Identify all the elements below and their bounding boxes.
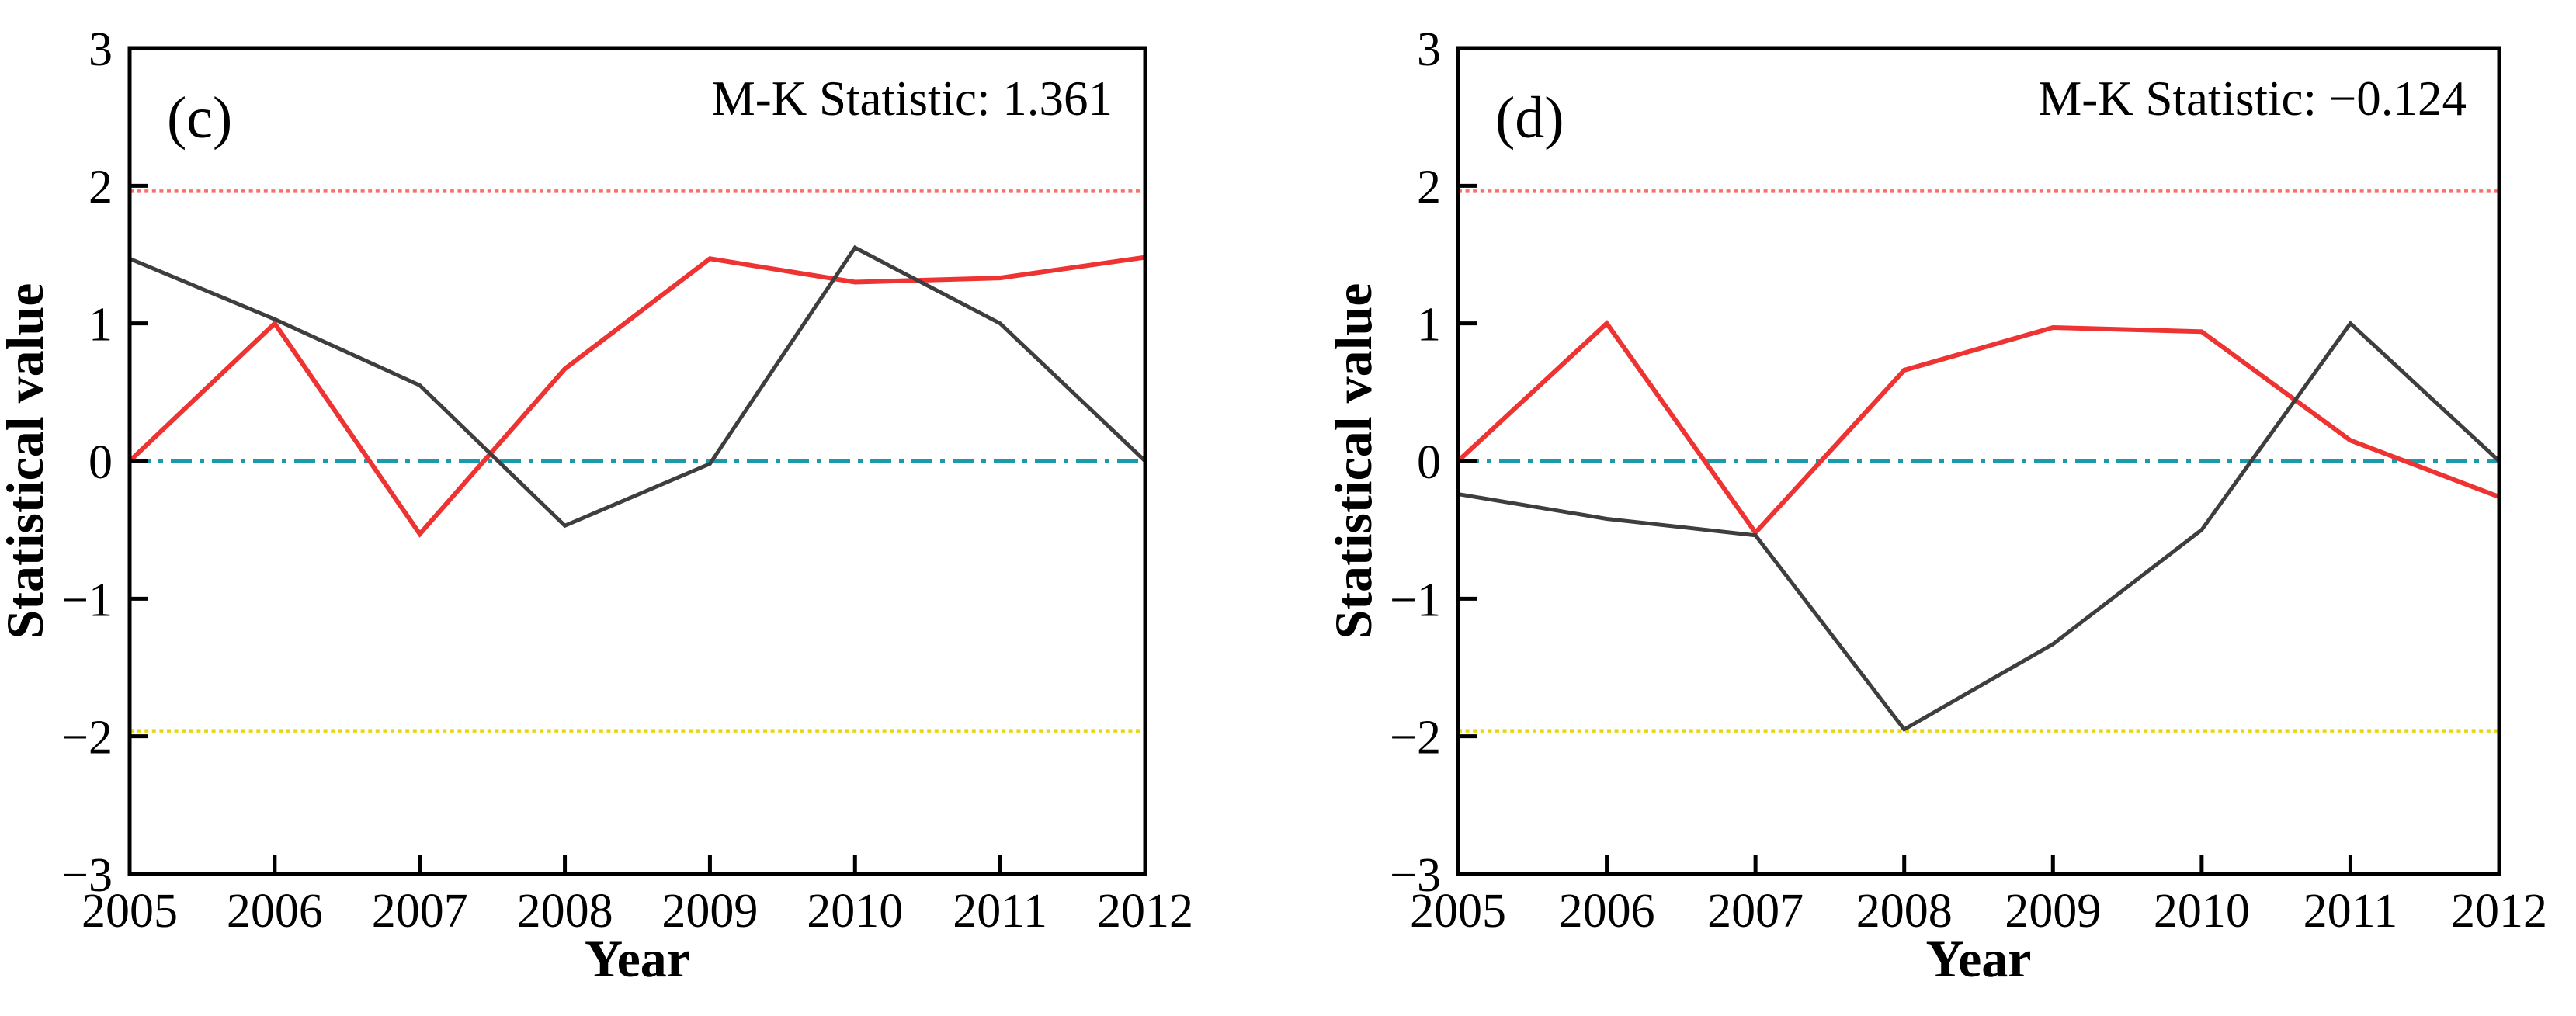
x-tick-label: 2006 [227, 885, 323, 938]
x-axis-title: Year [1926, 929, 2032, 988]
mk-statistic-annotation: M-K Statistic: −0.124 [2038, 71, 2467, 126]
y-tick-label: −2 [1390, 712, 1441, 765]
y-tick-label: 2 [89, 161, 113, 213]
black-statistic-curve [129, 244, 1147, 529]
x-tick-label: 2012 [1097, 885, 1193, 938]
panel-label: (d) [1495, 85, 1564, 151]
y-tick-label: 1 [1417, 299, 1441, 352]
y-tick-label: 1 [89, 299, 113, 352]
mk-statistic-annotation: M-K Statistic: 1.361 [712, 71, 1113, 126]
x-tick-label: 2011 [2303, 885, 2398, 938]
red-statistic-curve [1456, 320, 2501, 536]
x-tick-label: 2010 [2154, 885, 2250, 938]
y-axis-title: Statistical value [0, 283, 54, 640]
y-tick-label: 0 [89, 436, 113, 489]
red-statistic-curve [127, 255, 1146, 538]
y-tick-label: −1 [1390, 574, 1441, 626]
y-tick-label: −3 [61, 849, 113, 902]
y-tick-label: 0 [1417, 436, 1441, 489]
x-tick-label: 2008 [517, 885, 613, 938]
x-tick-label: 2007 [372, 885, 468, 938]
y-tick-label: 3 [89, 23, 113, 76]
black-statistic-curve [1457, 320, 2501, 733]
x-tick-label: 2005 [1410, 885, 1506, 938]
x-tick-label: 2006 [1559, 885, 1655, 938]
x-tick-label: 2012 [2451, 885, 2547, 938]
x-tick-label: 2008 [1856, 885, 1953, 938]
y-tick-label: 2 [1417, 161, 1441, 213]
x-tick-label: 2007 [1707, 885, 1804, 938]
y-axis-title: Statistical value [1324, 283, 1383, 640]
y-tick-label: 3 [1417, 23, 1441, 76]
y-tick-label: −2 [61, 712, 113, 765]
y-tick-label: −1 [61, 574, 113, 626]
y-tick-label: −3 [1390, 849, 1441, 902]
x-tick-label: 2009 [2005, 885, 2101, 938]
x-axis-title: Year [585, 929, 690, 988]
x-tick-label: 2005 [82, 885, 178, 938]
x-tick-label: 2011 [953, 885, 1047, 938]
x-tick-label: 2009 [661, 885, 758, 938]
panel-label: (c) [167, 85, 232, 151]
x-tick-label: 2010 [807, 885, 903, 938]
